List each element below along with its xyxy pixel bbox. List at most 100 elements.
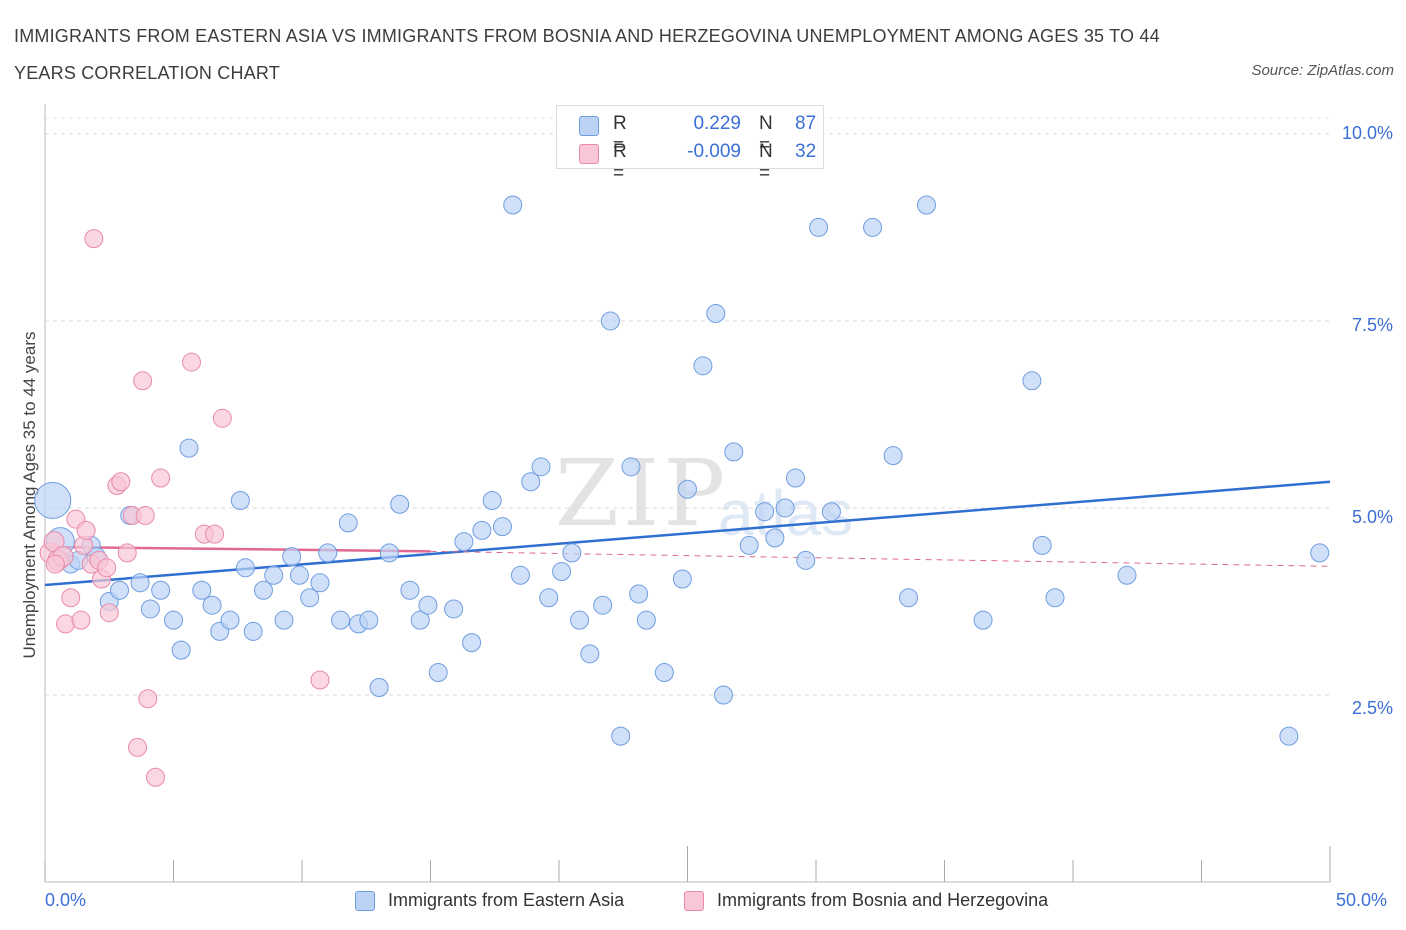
point-eastern-asia [454, 532, 474, 552]
point-bosnia [117, 543, 137, 563]
point-eastern-asia [580, 644, 600, 664]
point-eastern-asia [600, 311, 620, 331]
trend-line-eastern-asia [44, 480, 1331, 587]
point-eastern-asia [739, 535, 759, 555]
point-eastern-asia [539, 588, 559, 608]
point-eastern-asia [765, 528, 785, 548]
data-points [34, 195, 1330, 787]
point-eastern-asia [410, 610, 430, 630]
point-eastern-asia [418, 595, 438, 615]
point-bosnia [212, 408, 232, 428]
point-bosnia [84, 229, 104, 249]
point-eastern-asia [917, 195, 937, 215]
point-eastern-asia [672, 569, 692, 589]
legend-swatch-pink [579, 144, 599, 164]
point-eastern-asia [1032, 535, 1052, 555]
point-eastern-asia [785, 468, 805, 488]
point-eastern-asia [274, 610, 294, 630]
point-eastern-asia [724, 442, 744, 462]
bottom-legend-label: Immigrants from Bosnia and Herzegovina [717, 890, 1049, 910]
y-tick-10: 10.0% [1341, 123, 1393, 143]
point-eastern-asia [379, 543, 399, 563]
point-eastern-asia [809, 217, 829, 237]
point-bosnia [205, 524, 225, 544]
point-eastern-asia [444, 599, 464, 619]
point-bosnia [61, 588, 81, 608]
point-bosnia [138, 689, 158, 709]
point-eastern-asia [678, 479, 697, 499]
point-eastern-asia [235, 558, 255, 578]
point-eastern-asia [593, 595, 613, 615]
legend-n-label: N = [759, 141, 773, 184]
point-eastern-asia [570, 610, 590, 630]
point-eastern-asia [1279, 726, 1299, 746]
grid-lines [45, 117, 1330, 696]
point-eastern-asia [755, 502, 775, 522]
trend-line-bosnia-extended [430, 550, 1331, 567]
point-eastern-asia [243, 621, 263, 641]
point-eastern-asia [492, 517, 512, 537]
point-eastern-asia [503, 195, 523, 215]
point-bosnia [111, 472, 131, 492]
point-bosnia [71, 610, 91, 630]
point-eastern-asia [253, 580, 273, 600]
point-eastern-asia [220, 610, 240, 630]
y-tick-5: 5.0% [1351, 507, 1393, 527]
point-eastern-asia [775, 498, 795, 518]
correlation-legend: R = 0.229 N = 87 R = -0.009 N = 32 [556, 105, 824, 184]
point-eastern-asia [611, 726, 631, 746]
legend-r-label: R = [613, 113, 627, 156]
point-eastern-asia [1117, 565, 1137, 585]
point-bosnia [99, 603, 119, 623]
point-eastern-asia [863, 217, 883, 237]
point-eastern-asia [621, 457, 641, 477]
point-eastern-asia [973, 610, 993, 630]
point-eastern-asia [1022, 371, 1042, 391]
point-eastern-asia [34, 481, 72, 519]
point-eastern-asia [318, 543, 338, 563]
point-eastern-asia [706, 303, 726, 323]
x-tick-max: 50.0% [1336, 890, 1388, 910]
point-eastern-asia [171, 640, 191, 660]
point-eastern-asia [264, 565, 284, 585]
legend-n-label: N = [759, 113, 773, 156]
point-eastern-asia [140, 599, 160, 619]
point-eastern-asia [202, 595, 222, 615]
point-bosnia [135, 505, 155, 525]
point-eastern-asia [693, 356, 713, 376]
point-eastern-asia [230, 490, 250, 510]
point-bosnia [146, 767, 166, 787]
point-eastern-asia [821, 502, 841, 522]
point-bosnia [151, 468, 171, 488]
point-bosnia [128, 737, 148, 757]
trend-line-bosnia [44, 545, 431, 553]
point-eastern-asia [289, 565, 309, 585]
legend-n-value: 32 [795, 141, 817, 162]
y-tick-7-5: 7.5% [1351, 315, 1393, 335]
point-eastern-asia [428, 663, 448, 683]
point-eastern-asia [192, 580, 212, 600]
chart-title: IMMIGRANTS FROM EASTERN ASIA VS IMMIGRAN… [14, 26, 1160, 83]
legend-r-value: -0.009 [687, 141, 741, 162]
legend-n-value: 87 [795, 113, 817, 134]
point-eastern-asia [883, 446, 903, 466]
bottom-legend-label: Immigrants from Eastern Asia [388, 890, 625, 910]
point-eastern-asia [359, 610, 379, 630]
point-eastern-asia [1045, 588, 1065, 608]
point-eastern-asia [510, 565, 530, 585]
point-bosnia [97, 558, 117, 578]
point-eastern-asia [472, 520, 492, 540]
point-eastern-asia [369, 678, 389, 697]
point-eastern-asia [531, 457, 551, 477]
point-eastern-asia [562, 543, 582, 563]
bottom-legend-swatch-pink [684, 891, 704, 911]
point-eastern-asia [130, 573, 150, 593]
trend-lines [44, 480, 1331, 587]
point-eastern-asia [338, 513, 358, 533]
point-eastern-asia [164, 610, 183, 630]
point-eastern-asia [521, 472, 541, 492]
point-eastern-asia [390, 494, 410, 514]
watermark-zip: ZIP [555, 440, 730, 547]
point-eastern-asia [151, 580, 171, 600]
point-eastern-asia [629, 584, 649, 604]
